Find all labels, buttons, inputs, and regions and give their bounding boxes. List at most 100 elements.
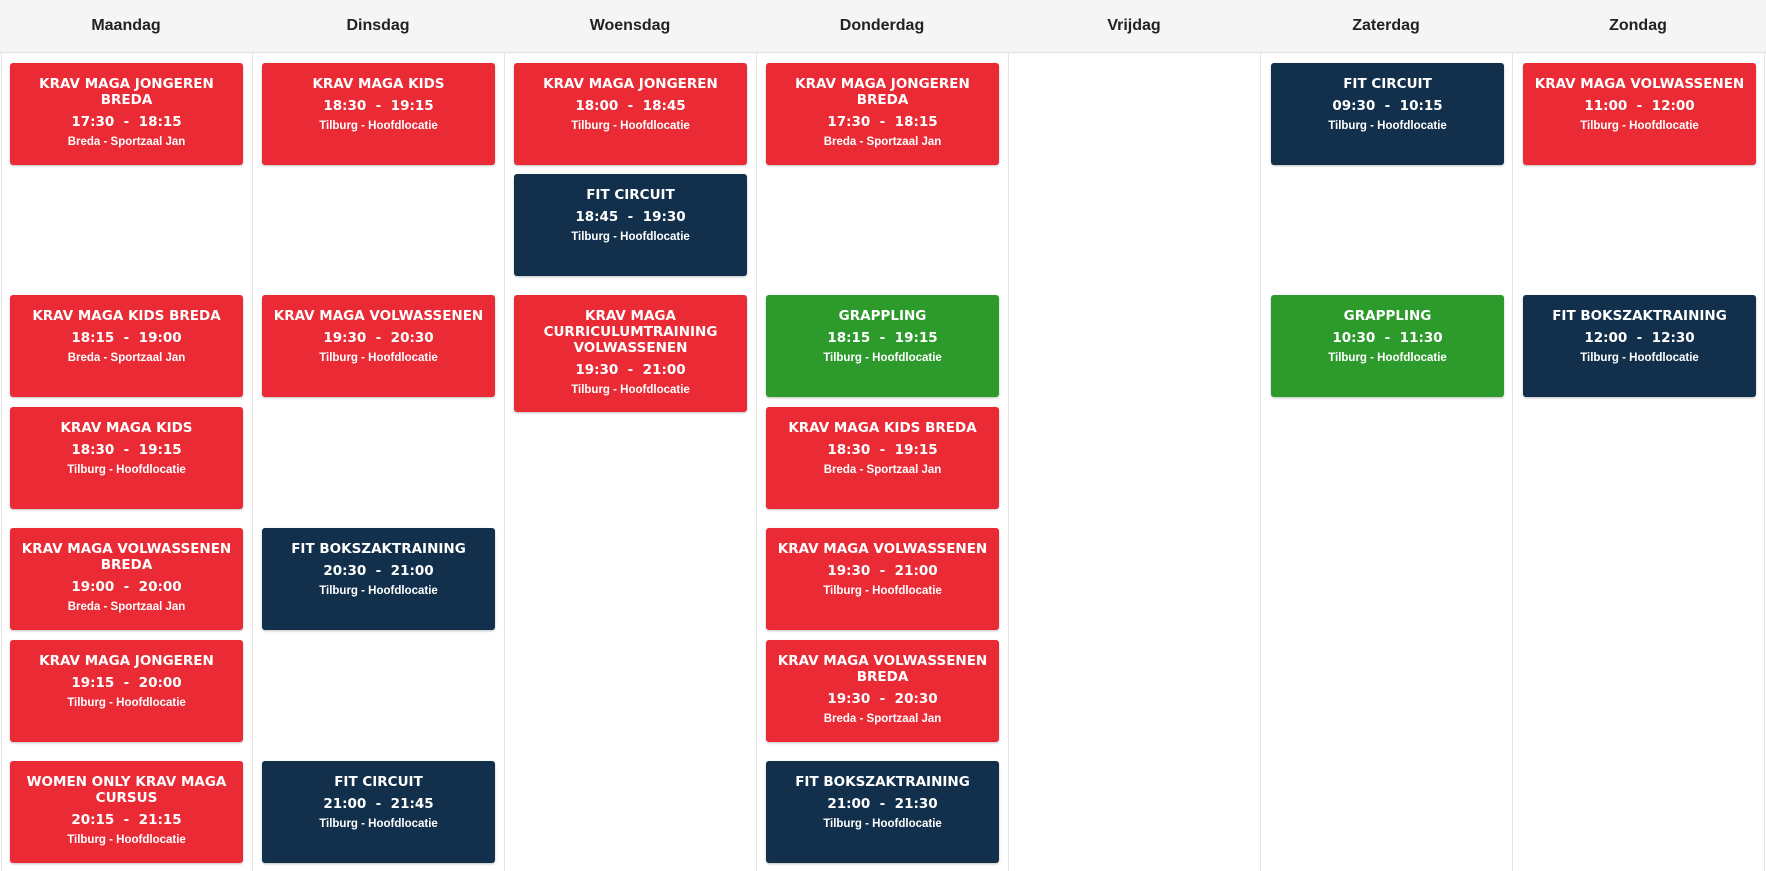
class-location: Tilburg - Hoofdlocatie bbox=[823, 818, 942, 830]
class-time: 21:00 - 21:45 bbox=[323, 796, 434, 812]
class-location: Breda - Sportzaal Jan bbox=[823, 136, 942, 148]
class-location: Tilburg - Hoofdlocatie bbox=[319, 585, 438, 597]
column-divider bbox=[1, 52, 2, 871]
class-title: KRAV MAGA CURRICULUMTRAINING VOLWASSENEN bbox=[543, 308, 718, 356]
class-title: KRAV MAGA VOLWASSENEN bbox=[777, 541, 988, 557]
day-maandag: Maandag bbox=[91, 17, 161, 34]
class-time: 19:00 - 20:00 bbox=[71, 579, 182, 595]
class-title: KRAV MAGA VOLWASSENEN BREDA bbox=[777, 653, 988, 685]
class-card[interactable]: FIT CIRCUIT 18:45 - 19:30 Tilburg - Hoof… bbox=[514, 174, 747, 276]
day-woensdag: Woensdag bbox=[589, 17, 671, 34]
class-location: Tilburg - Hoofdlocatie bbox=[571, 120, 690, 132]
class-time: 18:45 - 19:30 bbox=[575, 209, 686, 225]
class-time: 19:30 - 20:30 bbox=[323, 330, 434, 346]
class-time: 18:15 - 19:15 bbox=[827, 330, 938, 346]
class-location: Tilburg - Hoofdlocatie bbox=[319, 818, 438, 830]
class-time: 19:30 - 21:00 bbox=[575, 362, 686, 378]
class-card[interactable]: FIT BOKSZAKTRAINING 20:30 - 21:00 Tilbur… bbox=[262, 528, 495, 630]
class-card[interactable]: KRAV MAGA KIDS 18:30 - 19:15 Tilburg - H… bbox=[262, 63, 495, 165]
class-title: KRAV MAGA VOLWASSENEN BREDA bbox=[21, 541, 232, 573]
class-time: 17:30 - 18:15 bbox=[71, 114, 182, 130]
class-title: KRAV MAGA JONGEREN BREDA bbox=[795, 76, 970, 108]
class-location: Tilburg - Hoofdlocatie bbox=[823, 585, 942, 597]
column-divider bbox=[1512, 52, 1513, 871]
class-time: 12:00 - 12:30 bbox=[1584, 330, 1695, 346]
class-card[interactable]: KRAV MAGA VOLWASSENEN BREDA 19:00 - 20:0… bbox=[10, 528, 243, 630]
class-location: Tilburg - Hoofdlocatie bbox=[571, 231, 690, 243]
class-location: Breda - Sportzaal Jan bbox=[67, 352, 186, 364]
class-location: Tilburg - Hoofdlocatie bbox=[1328, 120, 1447, 132]
class-time: 17:30 - 18:15 bbox=[827, 114, 938, 130]
class-title: FIT CIRCUIT bbox=[586, 187, 675, 203]
class-location: Tilburg - Hoofdlocatie bbox=[67, 464, 186, 476]
class-time: 20:15 - 21:15 bbox=[71, 812, 182, 828]
class-card[interactable]: KRAV MAGA VOLWASSENEN BREDA 19:30 - 20:3… bbox=[766, 640, 999, 742]
class-card[interactable]: FIT CIRCUIT 21:00 - 21:45 Tilburg - Hoof… bbox=[262, 761, 495, 863]
class-time: 18:30 - 19:15 bbox=[323, 98, 434, 114]
class-card[interactable]: KRAV MAGA VOLWASSENEN 19:30 - 20:30 Tilb… bbox=[262, 295, 495, 397]
class-time: 19:30 - 20:30 bbox=[827, 691, 938, 707]
class-time: 20:30 - 21:00 bbox=[323, 563, 434, 579]
class-time: 18:00 - 18:45 bbox=[575, 98, 686, 114]
class-time: 18:30 - 19:15 bbox=[827, 442, 938, 458]
class-card[interactable]: KRAV MAGA KIDS 18:30 - 19:15 Tilburg - H… bbox=[10, 407, 243, 509]
class-card[interactable]: KRAV MAGA KIDS BREDA 18:30 - 19:15 Breda… bbox=[766, 407, 999, 509]
class-card[interactable]: KRAV MAGA KIDS BREDA 18:15 - 19:00 Breda… bbox=[10, 295, 243, 397]
class-location: Tilburg - Hoofdlocatie bbox=[1580, 352, 1699, 364]
class-title: FIT BOKSZAKTRAINING bbox=[291, 541, 466, 557]
class-time: 21:00 - 21:30 bbox=[827, 796, 938, 812]
class-title: GRAPPLING bbox=[838, 308, 927, 324]
day-dinsdag: Dinsdag bbox=[346, 17, 410, 34]
class-title: WOMEN ONLY KRAV MAGA CURSUS bbox=[26, 774, 227, 806]
class-card[interactable]: KRAV MAGA JONGEREN BREDA 17:30 - 18:15 B… bbox=[766, 63, 999, 165]
class-card[interactable]: KRAV MAGA VOLWASSENEN 19:30 - 21:00 Tilb… bbox=[766, 528, 999, 630]
day-zaterdag: Zaterdag bbox=[1352, 17, 1420, 34]
class-title: FIT CIRCUIT bbox=[1343, 76, 1432, 92]
column-divider bbox=[756, 52, 757, 871]
class-title: FIT BOKSZAKTRAINING bbox=[1552, 308, 1727, 324]
class-card[interactable]: GRAPPLING 18:15 - 19:15 Tilburg - Hoofdl… bbox=[766, 295, 999, 397]
class-location: Breda - Sportzaal Jan bbox=[67, 136, 186, 148]
class-card[interactable]: FIT BOKSZAKTRAINING 21:00 - 21:30 Tilbur… bbox=[766, 761, 999, 863]
class-title: KRAV MAGA KIDS bbox=[60, 420, 193, 436]
class-card[interactable]: KRAV MAGA CURRICULUMTRAINING VOLWASSENEN… bbox=[514, 295, 747, 412]
class-card[interactable]: KRAV MAGA VOLWASSENEN 11:00 - 12:00 Tilb… bbox=[1523, 63, 1756, 165]
column-divider bbox=[1008, 52, 1009, 871]
class-title: KRAV MAGA KIDS BREDA bbox=[32, 308, 221, 324]
class-card[interactable]: KRAV MAGA JONGEREN 19:15 - 20:00 Tilburg… bbox=[10, 640, 243, 742]
day-zondag: Zondag bbox=[1609, 17, 1667, 34]
column-divider bbox=[1764, 52, 1765, 871]
day-vrijdag: Vrijdag bbox=[1107, 17, 1161, 34]
class-title: KRAV MAGA KIDS bbox=[312, 76, 445, 92]
class-time: 19:30 - 21:00 bbox=[827, 563, 938, 579]
class-time: 10:30 - 11:30 bbox=[1332, 330, 1443, 346]
class-title: GRAPPLING bbox=[1343, 308, 1432, 324]
class-card[interactable]: FIT CIRCUIT 09:30 - 10:15 Tilburg - Hoof… bbox=[1271, 63, 1504, 165]
class-title: KRAV MAGA JONGEREN bbox=[543, 76, 718, 92]
class-time: 19:15 - 20:00 bbox=[71, 675, 182, 691]
class-title: FIT CIRCUIT bbox=[334, 774, 423, 790]
column-divider bbox=[1260, 52, 1261, 871]
class-card[interactable]: KRAV MAGA JONGEREN 18:00 - 18:45 Tilburg… bbox=[514, 63, 747, 165]
class-time: 18:15 - 19:00 bbox=[71, 330, 182, 346]
class-title: KRAV MAGA VOLWASSENEN bbox=[1534, 76, 1745, 92]
day-donderdag: Donderdag bbox=[839, 17, 925, 34]
class-card[interactable]: FIT BOKSZAKTRAINING 12:00 - 12:30 Tilbur… bbox=[1523, 295, 1756, 397]
class-card[interactable]: KRAV MAGA JONGEREN BREDA 17:30 - 18:15 B… bbox=[10, 63, 243, 165]
class-location: Tilburg - Hoofdlocatie bbox=[1328, 352, 1447, 364]
class-title: KRAV MAGA JONGEREN bbox=[39, 653, 214, 669]
class-location: Tilburg - Hoofdlocatie bbox=[319, 352, 438, 364]
column-divider bbox=[252, 52, 253, 871]
class-card[interactable]: WOMEN ONLY KRAV MAGA CURSUS 20:15 - 21:1… bbox=[10, 761, 243, 863]
class-time: 09:30 - 10:15 bbox=[1332, 98, 1443, 114]
class-location: Breda - Sportzaal Jan bbox=[823, 713, 942, 725]
class-time: 11:00 - 12:00 bbox=[1584, 98, 1695, 114]
class-location: Tilburg - Hoofdlocatie bbox=[823, 352, 942, 364]
class-location: Tilburg - Hoofdlocatie bbox=[319, 120, 438, 132]
class-title: KRAV MAGA VOLWASSENEN bbox=[273, 308, 484, 324]
class-location: Breda - Sportzaal Jan bbox=[823, 464, 942, 476]
class-location: Breda - Sportzaal Jan bbox=[67, 601, 186, 613]
weekday-header: Maandag Dinsdag Woensdag Donderdag Vrijd… bbox=[0, 0, 1766, 53]
class-location: Tilburg - Hoofdlocatie bbox=[571, 384, 690, 396]
class-card[interactable]: GRAPPLING 10:30 - 11:30 Tilburg - Hoofdl… bbox=[1271, 295, 1504, 397]
